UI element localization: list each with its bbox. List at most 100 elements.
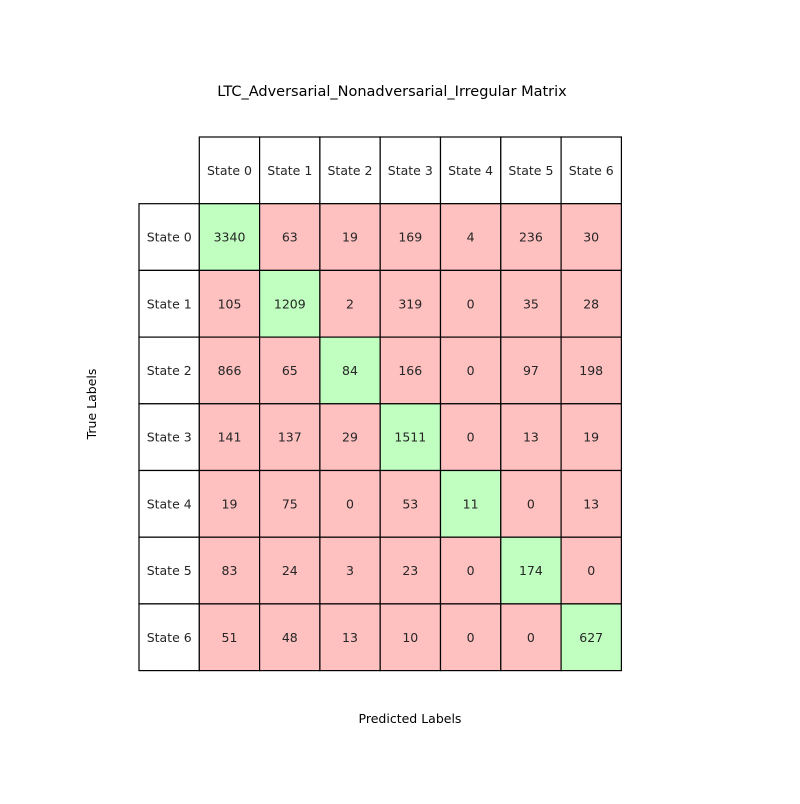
matrix-cells: State 0 State 1 State 2 State 3 State 4 State… (138, 136, 622, 672)
column-header-1-label: State 1 (267, 163, 312, 178)
matrix-cell-1-1-group: 1209 (259, 269, 321, 338)
matrix-cell-2-1-label: 65 (282, 363, 298, 378)
column-header-4-label: State 4 (448, 163, 493, 178)
matrix-cell-1-4 (439, 269, 502, 338)
column-header-6 (560, 136, 622, 205)
matrix-cell-1-3-label: 319 (398, 296, 422, 311)
matrix-cell-5-6-label: 0 (587, 563, 595, 578)
matrix-cell-0-4 (439, 203, 502, 271)
matrix-cell-0-0-group: 3340 (198, 203, 261, 271)
matrix-cell-1-0 (198, 269, 261, 338)
matrix-cell-4-5 (500, 469, 562, 538)
matrix-cell-2-0-label: 866 (218, 363, 242, 378)
matrix-cell-6-5-label: 0 (527, 630, 535, 645)
matrix-cell-5-0-label: 83 (222, 563, 238, 578)
column-header-3-group: State 3 (379, 136, 442, 205)
column-header-2 (319, 136, 381, 205)
matrix-cell-2-1-group: 65 (259, 336, 321, 405)
column-header-1-group: State 1 (259, 136, 321, 205)
matrix-cell-4-0-label: 19 (222, 496, 238, 511)
matrix-cell-1-5-group: 35 (500, 269, 562, 338)
matrix-cell-1-6-label: 28 (583, 296, 599, 311)
matrix-cell-2-1 (259, 336, 321, 405)
row-header-6-label: State 6 (147, 630, 192, 645)
matrix-cell-6-4-group: 0 (439, 603, 502, 672)
matrix-cell-5-6-group: 0 (560, 536, 622, 605)
row-header-6-group: State 6 (138, 603, 200, 672)
matrix-cell-5-3 (379, 536, 442, 605)
matrix-cell-2-6-label: 198 (579, 363, 603, 378)
matrix-cell-1-1-label: 1209 (274, 296, 306, 311)
matrix-cell-1-5 (500, 269, 562, 338)
row-header-4-group: State 4 (138, 469, 200, 538)
matrix-cell-4-3 (379, 469, 442, 538)
matrix-cell-1-1 (259, 269, 321, 338)
matrix-cell-0-0 (198, 203, 261, 271)
matrix-cell-2-3-label: 166 (398, 363, 422, 378)
column-header-0-label: State 0 (207, 163, 252, 178)
matrix-cell-2-6 (560, 336, 622, 405)
matrix-cell-6-6-label: 627 (579, 630, 603, 645)
column-header-2-label: State 2 (327, 163, 372, 178)
matrix-cell-3-6-label: 19 (583, 430, 599, 445)
matrix-cell-3-2-group: 29 (319, 403, 381, 472)
matrix-cell-5-1 (259, 536, 321, 605)
matrix-cell-4-0-group: 19 (198, 469, 261, 538)
matrix-cell-1-2-label: 2 (346, 296, 354, 311)
row-header-5-group: State 5 (138, 536, 200, 605)
matrix-cell-5-4-group: 0 (439, 536, 502, 605)
matrix-cell-6-2-label: 13 (342, 630, 358, 645)
matrix-cell-6-3-group: 10 (379, 603, 442, 672)
column-header-3-label: State 3 (388, 163, 433, 178)
row-header-2-group: State 2 (138, 336, 200, 405)
matrix-cell-5-2-group: 3 (319, 536, 381, 605)
matrix-cell-6-2 (319, 603, 381, 672)
matrix-cell-2-5-label: 97 (523, 363, 539, 378)
matrix-cell-5-0 (198, 536, 261, 605)
matrix-cell-3-6-group: 19 (560, 403, 622, 472)
row-header-3-group: State 3 (138, 403, 200, 472)
matrix-cell-0-5 (500, 203, 562, 271)
matrix-cell-6-4 (439, 603, 502, 672)
matrix-cell-6-0 (198, 603, 261, 672)
matrix-cell-0-5-group: 236 (500, 203, 562, 271)
matrix-cell-2-6-group: 198 (560, 336, 622, 405)
y-axis-label: True Labels (84, 369, 99, 441)
matrix-cell-0-4-group: 4 (439, 203, 502, 271)
matrix-cell-3-6 (560, 403, 622, 472)
matrix-cell-5-6 (560, 536, 622, 605)
column-header-0 (198, 136, 261, 205)
matrix-cell-1-4-label: 0 (467, 296, 475, 311)
matrix-cell-5-3-group: 23 (379, 536, 442, 605)
column-header-5-group: State 5 (500, 136, 562, 205)
matrix-cell-0-6-group: 30 (560, 203, 622, 271)
row-header-3-label: State 3 (147, 430, 192, 445)
matrix-cell-5-5-group: 174 (500, 536, 562, 605)
row-header-5 (138, 536, 200, 605)
matrix-cell-2-2-group: 84 (319, 336, 381, 405)
matrix-cell-2-4 (439, 336, 502, 405)
matrix-cell-0-6 (560, 203, 622, 271)
matrix-cell-2-4-group: 0 (439, 336, 502, 405)
matrix-cell-4-5-group: 0 (500, 469, 562, 538)
matrix-cell-2-5-group: 97 (500, 336, 562, 405)
matrix-cell-0-6-label: 30 (583, 230, 599, 245)
matrix-cell-0-3-label: 169 (398, 230, 422, 245)
row-header-0 (138, 203, 200, 271)
matrix-cell-3-0-group: 141 (198, 403, 261, 472)
column-header-0-group: State 0 (198, 136, 261, 205)
matrix-cell-5-4-label: 0 (467, 563, 475, 578)
matrix-cell-5-1-group: 24 (259, 536, 321, 605)
matrix-cell-2-3-group: 166 (379, 336, 442, 405)
matrix-cell-4-3-group: 53 (379, 469, 442, 538)
matrix-cell-0-3-group: 169 (379, 203, 442, 271)
row-header-6 (138, 603, 200, 672)
matrix-cell-1-0-label: 105 (218, 296, 242, 311)
row-header-5-label: State 5 (147, 563, 192, 578)
matrix-cell-6-6 (560, 603, 622, 672)
matrix-cell-1-6 (560, 269, 622, 338)
matrix-cell-5-0-group: 83 (198, 536, 261, 605)
matrix-cell-2-0 (198, 336, 261, 405)
matrix-cell-0-2-group: 19 (319, 203, 381, 271)
